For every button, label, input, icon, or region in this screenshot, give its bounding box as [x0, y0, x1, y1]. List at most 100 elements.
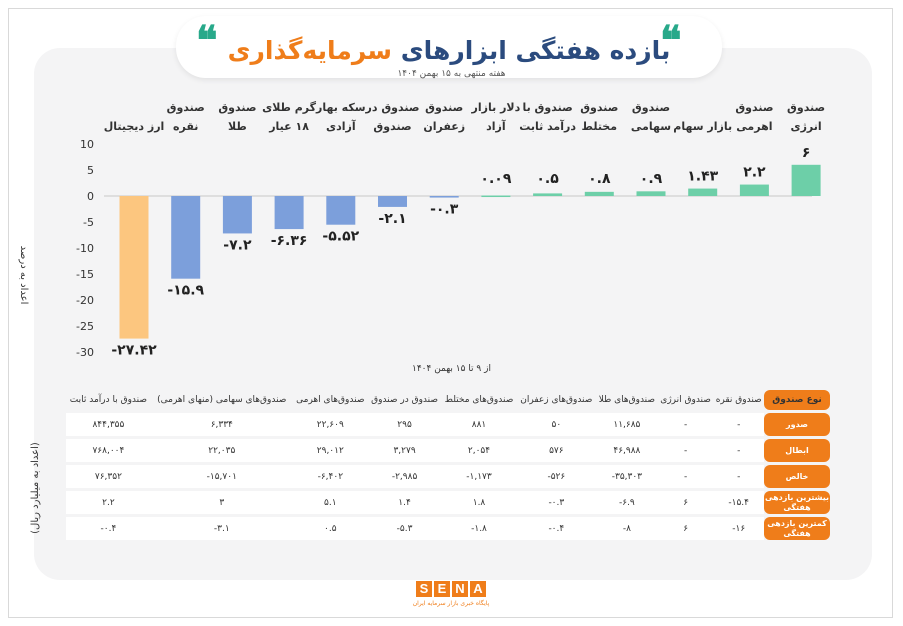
y-tick-label: 0 [87, 190, 94, 203]
bar [739, 184, 769, 196]
y-tick-label: 10 [80, 138, 94, 151]
table-cell: -۳.۱ [150, 517, 293, 540]
bar-value-label: -۰.۳ [430, 202, 459, 218]
table-cell: -۱,۱۷۳ [441, 465, 517, 488]
category-label: درآمد ثابت [519, 119, 576, 133]
category-label: صندوق [167, 101, 205, 114]
table-cell: ۳ [150, 491, 293, 514]
table-cell: ۱.۸ [441, 491, 517, 514]
bar [791, 164, 821, 196]
bar-value-label: ۰.۰۹ [480, 171, 511, 187]
row-header: کمترین بازدهی هفتگی [764, 517, 830, 540]
table-cell: ۸۸۱ [441, 413, 517, 436]
bar [429, 196, 459, 198]
column-header: صندوق با درآمد ثابت [69, 395, 148, 405]
category-label: آزادی [326, 119, 356, 133]
bar [636, 191, 666, 196]
table-cell: -۶.۹ [595, 491, 658, 514]
bar [584, 191, 614, 196]
table-cell: ۸۴۴,۳۵۵ [66, 413, 151, 436]
table-cell: -۳۵,۳۰۳ [595, 465, 658, 488]
table-cell: -۱۵,۷۰۱ [150, 465, 293, 488]
bar [481, 195, 511, 198]
table-cell: -۱.۸ [441, 517, 517, 540]
category-label: زعفران [423, 120, 465, 133]
column-header: صندوق‌های مختلط [444, 395, 514, 405]
column-header: صندوق نقره [715, 395, 762, 405]
table-cell: - [657, 465, 714, 488]
category-label: صندوق [632, 101, 670, 114]
table-cell: ۴۶,۹۸۸ [595, 439, 658, 462]
bar [274, 196, 304, 230]
table-cell: ۲۹,۰۱۲ [292, 439, 368, 462]
table-cell: ۵۰ [516, 413, 596, 436]
title-box: بازده هفتگی ابزارهای سرمایه‌گذاری [176, 16, 722, 78]
table-cell: ۶ [657, 491, 714, 514]
page-title: بازده هفتگی ابزارهای سرمایه‌گذاری [176, 36, 722, 65]
bar-value-label: -۲۷.۴۲ [111, 343, 157, 359]
title-orange-part: سرمایه‌گذاری [227, 36, 393, 65]
logo-caption: پایگاه خبری بازار سرمایه ایران [412, 600, 490, 607]
chart-date-range-note: از ۹ تا ۱۵ بهمن ۱۴۰۴ [412, 364, 491, 374]
table-cell: ۵۷۶ [516, 439, 596, 462]
table-cell: ۲,۰۵۴ [441, 439, 517, 462]
y-tick-label: -10 [76, 242, 94, 255]
bar-value-label: ۱.۴۳ [687, 169, 718, 185]
table-cell: -۸ [595, 517, 658, 540]
bar [378, 196, 407, 207]
table-cell: ۶,۳۳۴ [150, 413, 293, 436]
table-cell: -۶,۴۰۲ [292, 465, 368, 488]
table-cell: -۵۲۶ [516, 465, 596, 488]
y-tick-label: -15 [76, 268, 94, 281]
open-quote-icon: ❝ [196, 17, 218, 64]
table-unit-label: (اعداد به میلیارد ریال) [30, 442, 41, 534]
row-header: ابطال [764, 439, 830, 462]
table-cell: -۰.۴ [66, 517, 151, 540]
bar [171, 196, 201, 279]
table-row: ۲.۲ ۳ ۵.۱ ۱.۴ ۱.۸ -۰.۳ -۶.۹ ۶ -۱۵.۴ بیشترین بازده… [66, 491, 830, 514]
category-label: صندوق در [365, 101, 420, 114]
table-cell: -۵.۳ [367, 517, 442, 540]
bar [326, 196, 356, 225]
logo-letter: N [452, 581, 468, 597]
column-header: صندوق‌های طلا [598, 395, 656, 405]
y-tick-label: -5 [83, 216, 94, 229]
category-label: صندوق [787, 101, 825, 114]
title-blue-part: بازده هفتگی ابزارهای [400, 36, 671, 65]
column-header: صندوق‌های زعفران [520, 395, 593, 405]
table-row: ۸۴۴,۳۵۵ ۶,۳۳۴ ۲۲,۶۰۹ ۲۹۵ ۸۸۱ ۵۰ ۱۱,۶۸۵- - صدور [66, 413, 830, 436]
table-cell: ۶ [657, 517, 714, 540]
category-label: صندوق [425, 101, 463, 114]
row-header: بیشترین بازدهی هفتگی [764, 491, 830, 514]
table-cell: ۵.۱ [292, 491, 368, 514]
table-cell: ۱.۴ [367, 491, 442, 514]
row-header-corner: نوع صندوق [764, 390, 830, 410]
column-header: صندوق انرژی [660, 395, 711, 405]
category-label: انرژی [791, 120, 822, 133]
category-label: بازار سهام [673, 120, 732, 133]
category-label: سهامی [631, 120, 671, 133]
category-label: دلار بازار [471, 101, 521, 114]
table-cell: ۱۱,۶۸۵ [595, 413, 658, 436]
logo-letter: A [470, 581, 486, 597]
category-label: گرم طلای [262, 101, 317, 114]
category-label: طلا [228, 120, 247, 133]
y-tick-label: -20 [76, 294, 94, 307]
category-label: مختلط [582, 120, 618, 133]
bar-value-label: ۰.۹ [640, 171, 663, 187]
row-header: صدور [764, 413, 830, 436]
category-label: صندوق [218, 101, 256, 114]
table-cell: -۰.۴ [516, 517, 596, 540]
table-row: ۷۶۸,۰۰۴ ۲۲,۰۳۵ ۲۹,۰۱۲ ۳,۲۷۹ ۲,۰۵۴ ۵۷۶ ۴۶,۹۸۸- -… [66, 439, 830, 462]
logo-letter: S [416, 581, 432, 597]
table-row: -۰.۴ -۳.۱ ۰.۵ -۵.۳ -۱.۸ -۰.۴ -۸ ۶ -۱۶ کمترین بازد… [66, 517, 830, 540]
column-header: صندوق‌های اهرمی [296, 395, 365, 405]
bar [119, 196, 149, 339]
row-header: خالص [764, 465, 830, 488]
bar-value-label: ۰.۵ [536, 171, 559, 187]
table-cell: ۷۶,۳۵۲ [66, 465, 151, 488]
table-cell: ۷۶۸,۰۰۴ [66, 439, 151, 462]
bar-value-label: -۵.۵۲ [322, 229, 359, 245]
bar-value-label: ۶ [802, 145, 811, 161]
bar-value-label: ۰.۸ [588, 171, 611, 187]
